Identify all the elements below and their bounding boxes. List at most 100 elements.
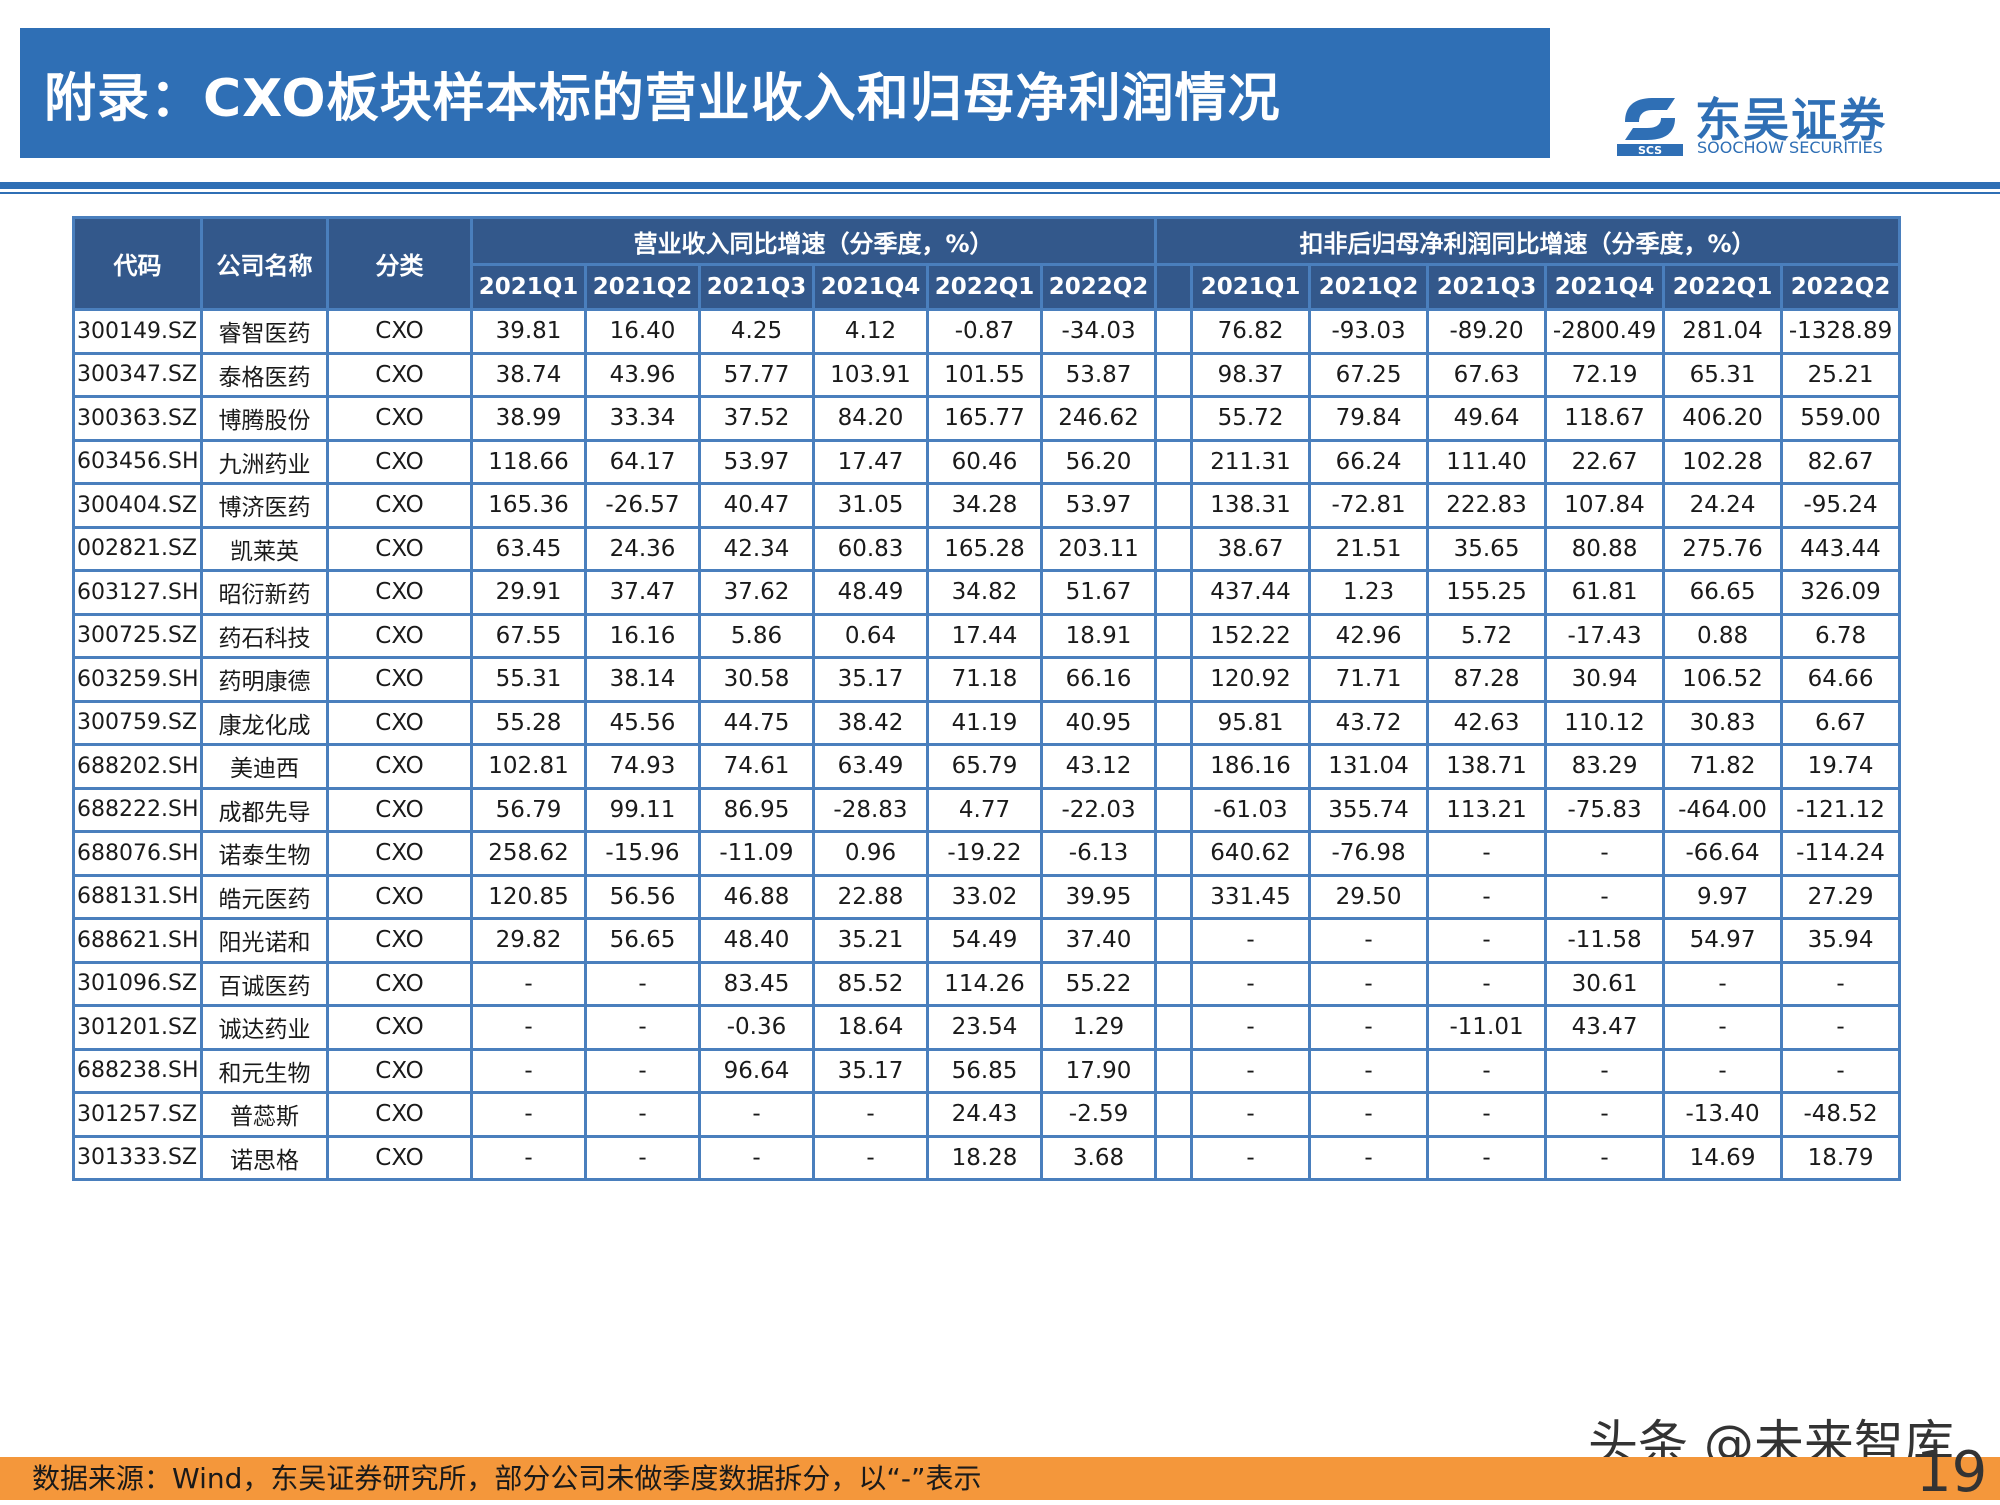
header-revenue-quarter: 2021Q2 (584, 263, 701, 311)
cell-profit-growth: 14.69 (1662, 1134, 1784, 1181)
cell-revenue-growth: 37.62 (698, 569, 815, 616)
cell-profit-growth: 331.45 (1190, 873, 1312, 920)
cell-revenue-growth: 56.20 (1039, 438, 1158, 485)
cell-spacer (1154, 395, 1194, 442)
cell-profit-growth: -121.12 (1780, 786, 1902, 833)
cell-spacer (1154, 308, 1194, 355)
cell-profit-growth: - (1426, 1047, 1548, 1094)
cell-revenue-growth: 114.26 (926, 960, 1043, 1007)
cell-profit-growth: - (1780, 1047, 1902, 1094)
cell-profit-growth: 106.52 (1662, 656, 1784, 703)
table-row: 002821.SZ 凯莱英 CXO 63.45 24.36 42.34 60.83 165.2… (72, 525, 1902, 572)
cell-revenue-growth: - (470, 1004, 587, 1051)
cell-company-name: 泰格医药 (200, 351, 329, 398)
cell-revenue-growth: 246.62 (1039, 395, 1158, 442)
cell-revenue-growth: 4.12 (812, 308, 929, 355)
cell-revenue-growth: -0.36 (698, 1004, 815, 1051)
cell-code: 300347.SZ (72, 351, 203, 398)
cell-spacer (1154, 830, 1194, 877)
cell-revenue-growth: 37.52 (698, 395, 815, 442)
cell-spacer (1154, 960, 1194, 1007)
header-category: 分类 (326, 216, 473, 311)
cell-company-name: 诺思格 (200, 1134, 329, 1181)
cell-category: CXO (326, 656, 473, 703)
cell-spacer (1154, 1047, 1194, 1094)
header-profit-quarter: 2022Q1 (1662, 263, 1784, 311)
cell-revenue-growth: 45.56 (584, 699, 701, 746)
cell-revenue-growth: 103.91 (812, 351, 929, 398)
cell-code: 603127.SH (72, 569, 203, 616)
cell-spacer (1154, 569, 1194, 616)
cell-revenue-growth: 102.81 (470, 743, 587, 790)
cell-profit-growth: 152.22 (1190, 612, 1312, 659)
cell-profit-growth: - (1544, 1091, 1666, 1138)
cell-revenue-growth: 34.82 (926, 569, 1043, 616)
cell-profit-growth: 61.81 (1544, 569, 1666, 616)
cell-profit-growth: 211.31 (1190, 438, 1312, 485)
cell-profit-growth: - (1426, 917, 1548, 964)
header-row-quarters: 2021Q1 2021Q2 2021Q3 2021Q4 2022Q1 2022Q… (74, 263, 1902, 311)
header-revenue-quarter: 2021Q1 (470, 263, 587, 311)
cell-revenue-growth: 29.91 (470, 569, 587, 616)
cell-code: 002821.SZ (72, 525, 203, 572)
cell-revenue-growth: 56.65 (584, 917, 701, 964)
cell-revenue-growth: 74.61 (698, 743, 815, 790)
cell-profit-growth: 5.72 (1426, 612, 1548, 659)
cell-spacer (1154, 351, 1194, 398)
cell-code: 301096.SZ (72, 960, 203, 1007)
cell-company-name: 博济医药 (200, 482, 329, 529)
cell-profit-growth: - (1544, 1047, 1666, 1094)
cell-profit-growth: 443.44 (1780, 525, 1902, 572)
header-profit-quarter: 2021Q2 (1308, 263, 1430, 311)
cell-profit-growth: -17.43 (1544, 612, 1666, 659)
cell-revenue-growth: 86.95 (698, 786, 815, 833)
cell-spacer (1154, 699, 1194, 746)
cell-revenue-growth: - (698, 1091, 815, 1138)
cell-company-name: 美迪西 (200, 743, 329, 790)
cell-revenue-growth: -0.87 (926, 308, 1043, 355)
cell-revenue-growth: - (812, 1134, 929, 1181)
cell-profit-growth: - (1190, 1047, 1312, 1094)
cell-revenue-growth: 56.79 (470, 786, 587, 833)
cell-spacer (1154, 786, 1194, 833)
page-number: 19 (1916, 1440, 1988, 1505)
table-row: 688131.SH 皓元医药 CXO 120.85 56.56 46.88 22.88 33.… (72, 873, 1902, 920)
cell-profit-growth: - (1190, 1004, 1312, 1051)
cell-revenue-growth: 48.49 (812, 569, 929, 616)
table-row: 300149.SZ 睿智医药 CXO 39.81 16.40 4.25 4.12 -0.87-… (72, 308, 1902, 355)
table-row: 301257.SZ 普蕊斯 CXO - - - -24.43 -2.59- - - - -13.40-… (72, 1091, 1902, 1138)
cell-revenue-growth: 54.49 (926, 917, 1043, 964)
table-row: 688076.SH 诺泰生物 CXO 258.62 -15.96 -11.09 0.96 -1… (72, 830, 1902, 877)
cell-profit-growth: -75.83 (1544, 786, 1666, 833)
page-title: 附录：CXO板块样本标的营业收入和归母净利润情况 (44, 68, 1281, 129)
cell-revenue-growth: -22.03 (1039, 786, 1158, 833)
cell-revenue-growth: 39.81 (470, 308, 587, 355)
cell-code: 300759.SZ (72, 699, 203, 746)
cell-code: 301201.SZ (72, 1004, 203, 1051)
cell-revenue-growth: 60.46 (926, 438, 1043, 485)
cell-revenue-growth: -11.09 (698, 830, 815, 877)
cell-revenue-growth: 56.85 (926, 1047, 1043, 1094)
cell-spacer (1154, 656, 1194, 703)
table-row: 300404.SZ 博济医药 CXO 165.36 -26.57 40.47 31.05 34… (72, 482, 1902, 529)
cell-revenue-growth: 96.64 (698, 1047, 815, 1094)
cell-spacer (1154, 612, 1194, 659)
cell-profit-growth: 71.82 (1662, 743, 1784, 790)
cell-revenue-growth: 165.28 (926, 525, 1043, 572)
cell-revenue-growth: -19.22 (926, 830, 1043, 877)
cell-company-name: 百诚医药 (200, 960, 329, 1007)
source-note: 数据来源：Wind，东吴证券研究所，部分公司未做季度数据拆分，以“-”表示 (0, 1457, 2000, 1500)
cell-revenue-growth: - (584, 1004, 701, 1051)
cell-revenue-growth: 3.68 (1039, 1134, 1158, 1181)
cell-code: 603259.SH (72, 656, 203, 703)
cell-revenue-growth: 38.42 (812, 699, 929, 746)
cell-revenue-growth: 33.34 (584, 395, 701, 442)
cell-profit-growth: 107.84 (1544, 482, 1666, 529)
cell-code: 688202.SH (72, 743, 203, 790)
cell-company-name: 睿智医药 (200, 308, 329, 355)
cell-profit-growth: 67.25 (1308, 351, 1430, 398)
table-row: 688621.SH 阳光诺和 CXO 29.82 56.65 48.40 35.21 54.4… (72, 917, 1902, 964)
cell-profit-growth: - (1662, 1047, 1784, 1094)
cell-code: 688076.SH (72, 830, 203, 877)
cell-profit-growth: - (1426, 873, 1548, 920)
